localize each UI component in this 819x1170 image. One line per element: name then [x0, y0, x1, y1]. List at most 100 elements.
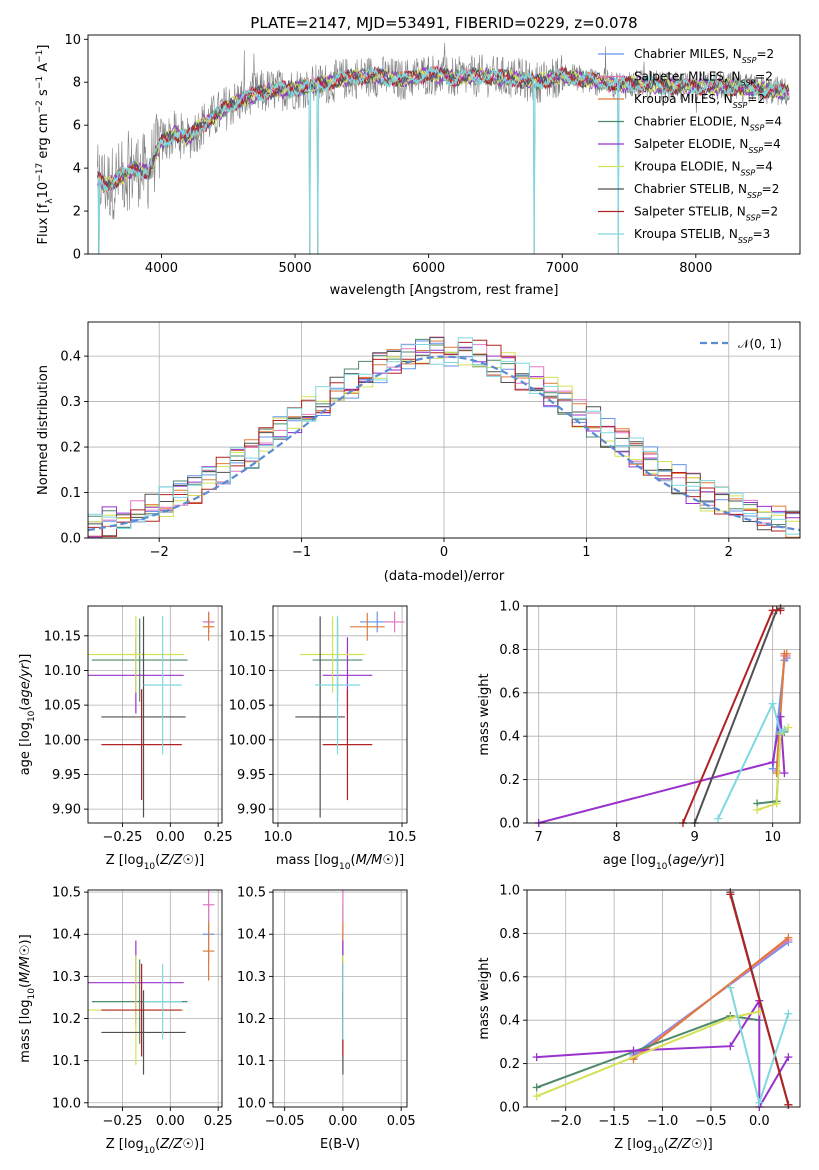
y-tick-label: 10.05: [229, 699, 266, 714]
x-tick-label: 0: [440, 545, 448, 560]
legend-nssp: 2: [771, 205, 779, 219]
legend-entry: Salpeter MILES, NSSP=2: [634, 70, 773, 88]
weight-series-line: [536, 1010, 760, 1098]
weight-point-marker: [726, 1042, 735, 1051]
weight-point-marker: [780, 769, 789, 778]
weight-point-marker: [532, 1053, 541, 1062]
weight-point-marker: [784, 1100, 793, 1109]
label-part: )]: [18, 654, 33, 664]
y-label-part: −2: [35, 100, 45, 113]
label-part: log: [632, 1137, 652, 1152]
x-tick-label: 10.0: [263, 830, 292, 845]
x-tick-label: 0.00: [328, 1114, 357, 1129]
errorbar-point: [143, 615, 182, 755]
x-tick-label: 4000: [145, 261, 178, 276]
legend-subscript: SSP: [738, 236, 753, 245]
y-tick-label: 0.4: [499, 730, 520, 745]
figure-title: PLATE=2147, MJD=53491, FIBERID=0229, z=0…: [250, 14, 637, 32]
y-label-part: Flux [f: [36, 203, 51, 244]
y-tick-label: 0.0: [60, 532, 81, 547]
label-subscript: 10: [652, 1146, 664, 1156]
y-tick-label: 0.3: [60, 395, 81, 410]
x-tick-label: −2: [150, 545, 169, 560]
x-axis-label: E(B-V): [320, 1137, 360, 1152]
label-part: )]: [194, 853, 204, 868]
y-tick-label: 0: [73, 248, 81, 263]
errorbar-point: [101, 616, 186, 818]
label-part: )]: [714, 853, 724, 868]
x-axis-label: Z [log10(Z/Z☉)]: [614, 1137, 713, 1156]
axes-frame: [272, 889, 408, 1108]
label-italic: M/M☉: [356, 853, 394, 868]
label-subscript: 10: [27, 988, 37, 1000]
y-axis-label: Normed distribution: [36, 365, 51, 495]
label-part: (: [350, 853, 355, 868]
y-tick-label: 10.00: [229, 733, 266, 748]
label-italic: Z/Z☉: [668, 1137, 703, 1152]
errorbar-point: [202, 921, 215, 981]
weight-series-line: [536, 997, 790, 1107]
weight-point-marker: [726, 1014, 735, 1023]
y-label-part: λ: [45, 198, 55, 204]
axes-frame: [526, 605, 801, 824]
legend-series-name: Chabrier MILES: [634, 47, 725, 61]
x-tick-label: 9: [691, 830, 699, 845]
x-tick-label: 5000: [279, 261, 312, 276]
histogram-step-line: [88, 339, 800, 537]
label-subscript: 10: [656, 862, 668, 872]
label-italic: age/yr: [672, 853, 715, 868]
label-part: log: [636, 853, 656, 868]
observed-spectrum-line: [97, 42, 790, 254]
errorbar-point: [143, 963, 182, 1040]
weight-point-marker: [782, 649, 791, 658]
x-tick-label: 0.00: [156, 830, 185, 845]
y-label-part: s: [36, 89, 51, 100]
x-tick-label: −1: [292, 545, 311, 560]
legend-text: =: [760, 205, 770, 219]
x-tick-label: 7000: [546, 261, 579, 276]
label-italic: M/M☉: [18, 944, 33, 982]
residual-histogram-panel: −2 −1 0 1 2 0.0 0.1 0.2 0.3 0.4 (data-model)/error…: [36, 321, 801, 584]
errorbar-point: [300, 616, 365, 693]
legend-nssp: 2: [765, 70, 773, 84]
legend-entry: Chabrier ELODIE, NSSP=4: [634, 115, 782, 133]
legend-subscript: SSP: [733, 101, 748, 110]
age-vs-mass-panel: 10.0 10.5 9.90 9.95 10.00 10.05 10.10 10.15 mass…: [229, 605, 417, 872]
weight-point-marker: [726, 890, 735, 899]
legend-nssp: 3: [763, 227, 771, 241]
errorbar-point: [202, 890, 215, 922]
y-tick-label: 0.4: [499, 1014, 520, 1029]
y-tick-label: 9.95: [237, 768, 266, 783]
label-part: log: [124, 853, 144, 868]
axes-frame: [87, 605, 223, 824]
legend-series-name: Chabrier STELIB: [634, 182, 730, 196]
weight-point-marker: [784, 1053, 793, 1062]
legend-subscript: SSP: [742, 56, 757, 65]
y-tick-label: 10.0: [52, 1096, 81, 1111]
mass-vs-metallicity-panel: −0.25 0.00 0.25 10.0 10.1 10.2 10.3 10.4 10.5 Z […: [18, 886, 233, 1156]
x-tick-label: 0.0: [749, 1114, 770, 1129]
y-label-part: −1: [35, 50, 45, 63]
y-tick-label: 10.05: [44, 699, 81, 714]
x-tick-label: 10.5: [388, 830, 417, 845]
axes-frame: [87, 321, 801, 539]
weight-point-marker: [776, 712, 785, 721]
y-tick-label: 10.00: [44, 733, 81, 748]
y-tick-label: 9.95: [52, 768, 81, 783]
x-axis-label: (data-model)/error: [384, 569, 505, 584]
legend-subscript: SSP: [741, 168, 756, 177]
weight-point-marker: [768, 606, 777, 615]
x-axis-label: wavelength [Angstrom, rest frame]: [330, 283, 559, 298]
label-part: )]: [703, 1137, 713, 1152]
legend-subscript: SSP: [741, 78, 756, 87]
label-italic: Z/Z☉: [159, 853, 194, 868]
label-part: mass [: [18, 1019, 33, 1062]
label-part: mass [: [276, 853, 319, 868]
x-tick-label: 1: [582, 545, 590, 560]
y-axis-label: mass [log10(M/M☉)]: [18, 934, 37, 1062]
y-tick-label: 10.15: [44, 629, 81, 644]
x-tick-label: −0.25: [103, 830, 143, 845]
y-tick-label: 10.2: [52, 1012, 81, 1027]
y-label-part: ]: [36, 45, 51, 50]
